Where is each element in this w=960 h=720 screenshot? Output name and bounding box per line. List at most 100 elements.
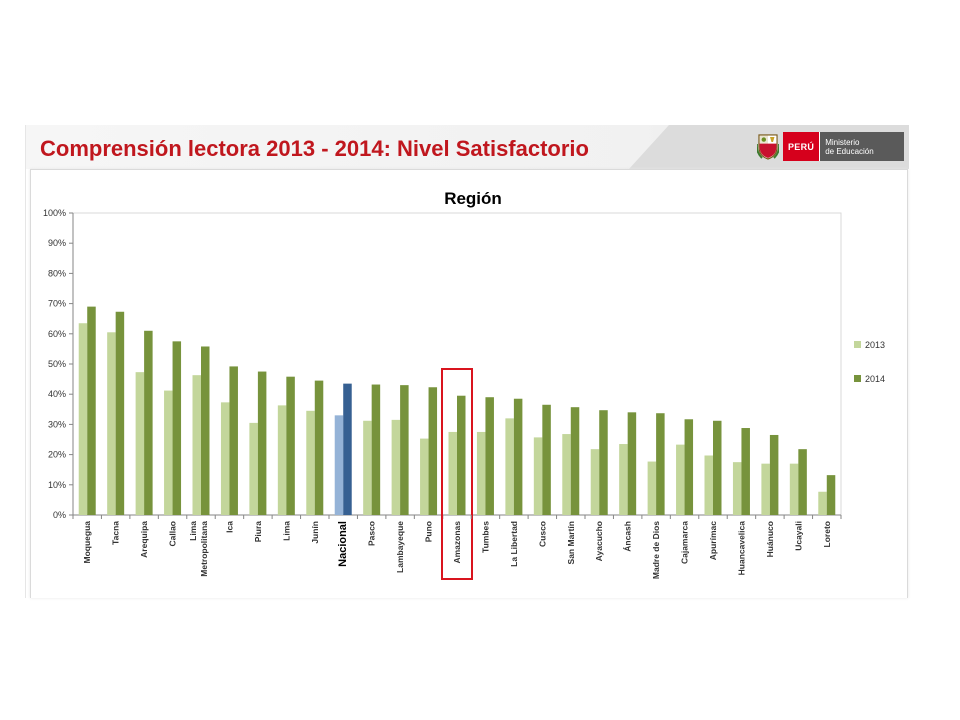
y-tick-label: 0% bbox=[53, 510, 66, 520]
bar-2014-tumbes bbox=[485, 397, 494, 515]
bar-2014-tacna bbox=[115, 311, 125, 515]
bar-2014-moquegua bbox=[87, 306, 96, 515]
bar-2014-cajamarca bbox=[684, 419, 694, 515]
y-tick-label: 60% bbox=[48, 329, 66, 339]
bar-2014-la-libertad bbox=[513, 398, 523, 515]
y-tick-label: 20% bbox=[48, 450, 66, 460]
bar-2013-ica bbox=[220, 402, 230, 515]
legend-label-2013: 2013 bbox=[865, 340, 885, 350]
bar-2014-apurímac bbox=[713, 420, 722, 515]
bar-2014-cusco bbox=[542, 404, 551, 515]
bar-2014-nacional bbox=[343, 383, 352, 515]
coat-of-arms-icon bbox=[757, 134, 779, 160]
ministry-line-2: de Educación bbox=[825, 146, 874, 156]
x-category-label: Pasco bbox=[367, 521, 377, 546]
bar-2013-tacna bbox=[107, 332, 116, 515]
bar-2013-ucayali bbox=[789, 463, 799, 515]
bar-2013-amazonas bbox=[448, 431, 457, 515]
bar-2013-lima bbox=[277, 405, 287, 515]
bar-2014-ayacucho bbox=[599, 410, 608, 515]
x-category-label: Huancavelica bbox=[736, 521, 746, 576]
x-category-label: Tacna bbox=[111, 521, 121, 545]
x-category-label: Tumbes bbox=[480, 521, 490, 553]
y-tick-label: 80% bbox=[48, 268, 66, 278]
x-category-label: Loreto bbox=[822, 521, 832, 547]
x-category-label: Callao bbox=[168, 521, 178, 547]
bar-2013-lima-metropolitana bbox=[192, 375, 201, 515]
bar-2013-callao bbox=[164, 390, 173, 515]
bar-2014-huancavelica bbox=[741, 428, 750, 515]
peru-label: PERÚ bbox=[783, 132, 820, 161]
y-tick-label: 40% bbox=[48, 389, 66, 399]
bar-2014-áncash bbox=[627, 412, 637, 515]
bar-2013-piura bbox=[249, 422, 258, 515]
ministry-label: Ministerio de Educación bbox=[819, 132, 904, 161]
y-tick-label: 10% bbox=[48, 480, 66, 490]
bar-2014-arequipa bbox=[144, 330, 153, 515]
bar-2014-lima-metropolitana bbox=[201, 346, 210, 515]
x-category-label: Nacional bbox=[337, 521, 349, 567]
ministry-line-1: Ministerio bbox=[825, 137, 860, 147]
x-category-label: Junín bbox=[310, 521, 320, 544]
bar-2013-junín bbox=[306, 410, 315, 515]
bar-2014-pasco bbox=[371, 384, 381, 515]
bar-2013-áncash bbox=[619, 444, 628, 515]
x-category-label: Ica bbox=[224, 521, 234, 533]
chart-title: Región bbox=[444, 189, 502, 208]
x-category-label: Huánuco bbox=[765, 521, 775, 557]
bar-2013-moquegua bbox=[78, 323, 88, 515]
x-category-label: Apurímac bbox=[708, 521, 718, 560]
bar-2013-pasco bbox=[363, 420, 372, 515]
y-tick-label: 90% bbox=[48, 238, 66, 248]
bar-2014-lambayeque bbox=[400, 385, 409, 515]
x-category-label: Lambayeque bbox=[395, 521, 405, 573]
x-category-label: Cusco bbox=[537, 521, 547, 547]
bar-2014-san-martín bbox=[570, 407, 580, 515]
x-category-label: Cajamarca bbox=[680, 521, 690, 564]
legend-label-2014: 2014 bbox=[865, 374, 885, 384]
bar-2014-amazonas bbox=[457, 395, 466, 515]
bar-2013-arequipa bbox=[135, 372, 145, 515]
bar-2013-ayacucho bbox=[590, 449, 600, 515]
slide: Comprensión lectora 2013 - 2014: Nivel S… bbox=[25, 125, 909, 598]
bar-2014-ica bbox=[229, 366, 238, 515]
bar-2013-huancavelica bbox=[732, 462, 742, 515]
x-category-label: Moquegua bbox=[82, 521, 92, 564]
x-category-label: Madre de Dios bbox=[651, 521, 661, 579]
bar-2014-madre-de-dios bbox=[656, 413, 665, 515]
x-category-label: Lima bbox=[281, 521, 291, 541]
bar-2014-callao bbox=[172, 341, 182, 515]
bar-2014-puno bbox=[428, 387, 438, 515]
bar-2013-tumbes bbox=[476, 431, 486, 515]
bar-2013-san-martín bbox=[562, 434, 571, 515]
x-category-label: Puno bbox=[424, 521, 434, 542]
legend-swatch-2014 bbox=[854, 375, 861, 382]
x-category-label: Piura bbox=[253, 521, 263, 543]
bar-2013-nacional bbox=[334, 415, 344, 515]
legend-swatch-2013 bbox=[854, 341, 861, 348]
x-category-label: Arequipa bbox=[139, 521, 149, 558]
y-tick-label: 70% bbox=[48, 299, 66, 309]
bar-2013-cajamarca bbox=[676, 444, 685, 515]
x-category-label: Lima bbox=[188, 521, 198, 541]
bar-2013-lambayeque bbox=[391, 419, 401, 515]
x-category-label: Áncash bbox=[623, 521, 633, 552]
bar-2014-piura bbox=[257, 371, 267, 515]
x-category-label: Ucayali bbox=[793, 521, 803, 551]
bar-2013-puno bbox=[420, 438, 429, 515]
bar-2013-la-libertad bbox=[505, 418, 514, 515]
bar-2014-loreto bbox=[826, 475, 836, 515]
x-category-label: La Libertad bbox=[509, 521, 519, 567]
bar-2014-junín bbox=[314, 380, 324, 515]
bar-2013-apurímac bbox=[704, 455, 713, 515]
x-category-label: Metropolitana bbox=[199, 521, 209, 577]
x-category-label: San Martín bbox=[566, 521, 576, 564]
bar-2013-huánuco bbox=[761, 463, 770, 515]
y-tick-label: 100% bbox=[43, 208, 66, 218]
bar-2014-ucayali bbox=[798, 449, 807, 515]
y-tick-label: 50% bbox=[48, 359, 66, 369]
bar-2013-cusco bbox=[533, 437, 543, 515]
ministry-logo: PERÚ Ministerio de Educación bbox=[757, 132, 904, 161]
bar-2014-huánuco bbox=[769, 434, 779, 515]
y-tick-label: 30% bbox=[48, 419, 66, 429]
